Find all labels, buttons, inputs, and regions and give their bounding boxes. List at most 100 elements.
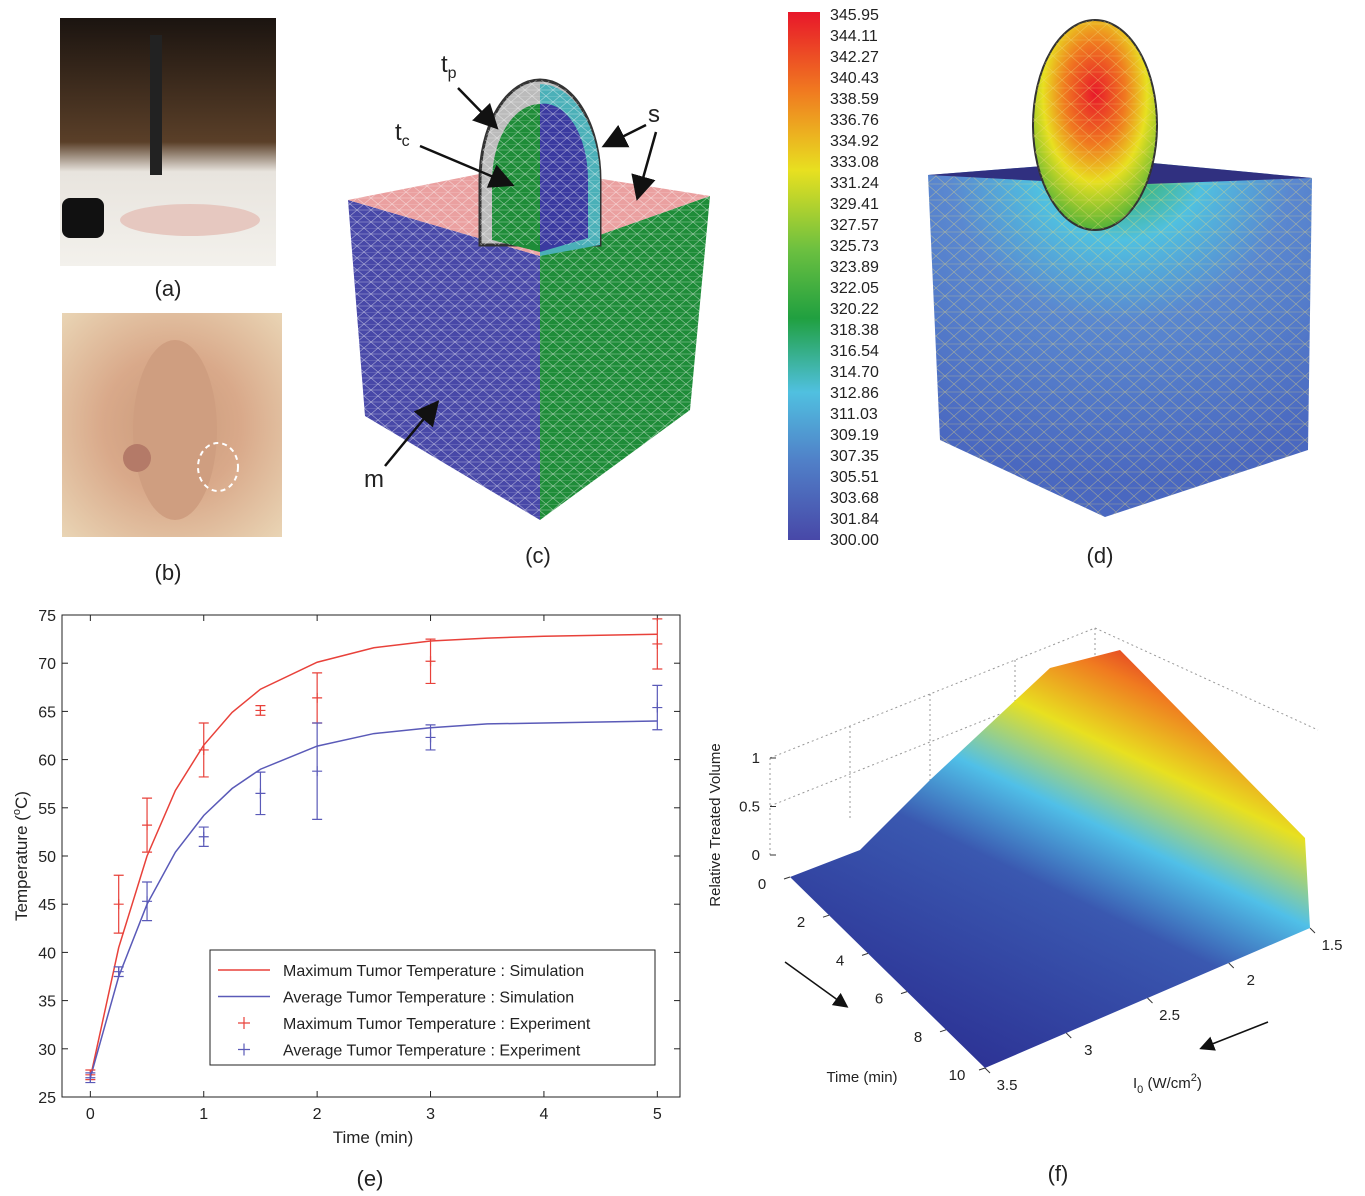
x-tick	[979, 1068, 985, 1070]
marker	[255, 788, 265, 798]
x-tick-label: 3	[426, 1106, 435, 1123]
colorbar-label: 305.51	[830, 469, 879, 486]
marker	[142, 820, 152, 830]
y-tick	[1310, 928, 1315, 933]
temperature-model	[928, 20, 1312, 517]
marker	[652, 639, 662, 649]
mesh-label: tp	[441, 51, 457, 82]
marker	[255, 705, 265, 715]
photo-detail	[150, 35, 162, 175]
y-tick-label: 2	[1247, 972, 1255, 989]
legend-label: Maximum Tumor Temperature : Experiment	[283, 1016, 591, 1033]
colorbar-label: 316.54	[830, 343, 879, 360]
y-tick-label: 65	[38, 704, 56, 721]
mesh-label: tc	[395, 119, 410, 150]
colorbar-label: 331.24	[830, 175, 879, 192]
x-tick-label: 4	[836, 952, 844, 969]
colorbar-label: 323.89	[830, 259, 879, 276]
x-tick-label: 4	[539, 1106, 548, 1123]
marker	[85, 1073, 95, 1083]
marker	[652, 703, 662, 713]
colorbar-label: 314.70	[830, 364, 879, 381]
y-tick-label: 1.5	[1322, 937, 1343, 954]
z-tick-label: 0	[752, 847, 760, 864]
colorbar-label: 334.92	[830, 133, 879, 150]
marker	[312, 766, 322, 776]
marker	[312, 693, 322, 703]
z-tick-label: 1	[752, 750, 760, 767]
colorbar-label: 311.03	[830, 406, 878, 423]
mesh-label: m	[364, 466, 384, 493]
panel-label: (b)	[155, 560, 182, 585]
x-tick	[784, 877, 790, 879]
colorbar-label: 320.22	[830, 301, 879, 318]
y-axis-label-part: Temperature (	[12, 815, 31, 921]
y-tick-label: 70	[38, 656, 56, 673]
y-tick-label: 60	[38, 753, 56, 770]
x-tick	[940, 1030, 946, 1032]
y-tick-label: 35	[38, 994, 56, 1011]
y-tick-label: 40	[38, 945, 56, 962]
mesh-label-sub: p	[448, 65, 457, 82]
colorbar-label: 333.08	[830, 154, 879, 171]
y-tick-label: 30	[38, 1042, 56, 1059]
marker	[114, 899, 124, 909]
y-tick-label: 50	[38, 849, 56, 866]
x-axis-label: Time (min)	[333, 1128, 414, 1147]
x-tick-label: 8	[914, 1029, 922, 1046]
colorbar-label: 329.41	[830, 196, 879, 213]
x-tick-label: 2	[313, 1106, 322, 1123]
marker	[426, 732, 436, 742]
x-tick	[862, 953, 868, 955]
photo-detail	[133, 340, 217, 520]
legend-label: Average Tumor Temperature : Simulation	[283, 990, 574, 1007]
y-tick-label: 75	[38, 608, 56, 625]
legend-label: Average Tumor Temperature : Experiment	[283, 1043, 581, 1060]
colorbar	[788, 12, 820, 540]
z-tick-label: 0.5	[739, 799, 760, 816]
y-axis-label-part: )	[1197, 1075, 1202, 1092]
z-axis-label: Relative Treated Volume	[707, 743, 724, 906]
y-axis-label-part: C)	[12, 791, 31, 809]
photo-detail	[123, 444, 151, 472]
y-axis-label: Temperature (oC)	[11, 791, 31, 921]
colorbar-label: 325.73	[830, 238, 879, 255]
y-tick-label: 3.5	[997, 1077, 1018, 1094]
y-tick-label: 3	[1084, 1042, 1092, 1059]
x-tick	[901, 992, 907, 994]
y-tick-label: 2.5	[1159, 1007, 1180, 1024]
y-axis-label: I0 (W/cm2)	[1133, 1072, 1202, 1096]
y-tick-label: 25	[38, 1090, 56, 1107]
colorbar-label: 336.76	[830, 112, 879, 129]
marker	[426, 656, 436, 666]
panel-label: (a)	[155, 276, 182, 301]
colorbar-label: 300.00	[830, 532, 879, 549]
surface	[790, 650, 1310, 1068]
colorbar-label: 327.57	[830, 217, 879, 234]
x-tick-label: 0	[86, 1106, 95, 1123]
x-axis-label: Time (min)	[826, 1069, 897, 1086]
x-tick-label: 2	[797, 914, 805, 931]
marker	[199, 745, 209, 755]
panel-label: (c)	[525, 543, 551, 568]
legend-label: Maximum Tumor Temperature : Simulation	[283, 963, 584, 980]
colorbar-label: 309.19	[830, 427, 879, 444]
colorbar-label: 322.05	[830, 280, 879, 297]
y-tick	[1148, 998, 1153, 1003]
marker	[199, 832, 209, 842]
y-tick-label: 55	[38, 801, 56, 818]
x-tick-label: 1	[199, 1106, 208, 1123]
y-tick	[1066, 1033, 1071, 1038]
x-tick-label: 10	[949, 1067, 966, 1084]
photo-detail	[120, 204, 260, 236]
y-tick	[1229, 963, 1234, 968]
colorbar-label: 312.86	[830, 385, 879, 402]
panel-label: (d)	[1087, 543, 1114, 568]
y-axis-label-part: (W/cm	[1143, 1075, 1190, 1092]
x-tick-label: 6	[875, 991, 883, 1008]
mesh-label-sub: c	[402, 133, 410, 150]
colorbar-label: 301.84	[830, 511, 879, 528]
mesh-label: s	[648, 101, 660, 128]
colorbar-label: 342.27	[830, 49, 879, 66]
